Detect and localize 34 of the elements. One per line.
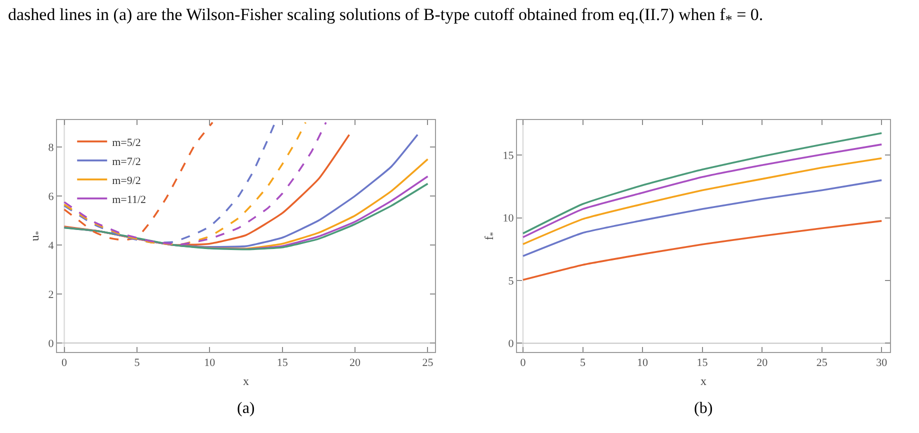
x-axis-title: x xyxy=(243,374,249,388)
y-tick-label: 5 xyxy=(508,275,514,288)
x-tick-label: 20 xyxy=(350,357,362,370)
legend-label: m=5/2 xyxy=(112,136,141,149)
text: (b) xyxy=(694,400,713,417)
x-tick-label: 5 xyxy=(580,357,586,370)
y-tick-label: 15 xyxy=(502,150,514,162)
y-tick-label: 10 xyxy=(502,212,514,225)
legend-label: m=9/2 xyxy=(112,174,141,187)
x-tick-label: 15 xyxy=(696,357,708,370)
x-tick-label: 20 xyxy=(756,357,768,370)
line-series xyxy=(522,157,883,246)
x-tick-label: 0 xyxy=(62,357,68,370)
x-tick-label: 10 xyxy=(637,357,649,370)
x-tick-label: 0 xyxy=(520,357,526,370)
y-tick-label: 2 xyxy=(48,288,54,301)
y-tick-label: 8 xyxy=(48,142,54,154)
legend-label: m=11/2 xyxy=(112,194,146,206)
x-tick-label: 25 xyxy=(816,357,828,370)
text: dashed lines in (a) are the Wilson-Fisher scaling solutions of B-type cutoff obtained from eq.(II.7) when f$_{*}$ = 0. xyxy=(8,4,764,30)
text: (a) xyxy=(237,400,255,417)
legend-label: m=7/2 xyxy=(112,156,141,168)
x-tick-label: 25 xyxy=(422,357,434,370)
line-series xyxy=(522,179,883,257)
line-series xyxy=(522,220,883,281)
y-tick-label: 0 xyxy=(48,338,54,350)
y-tick-label: 6 xyxy=(48,190,54,203)
x-axis-title: x xyxy=(700,374,706,388)
x-tick-label: 10 xyxy=(204,357,216,370)
x-tick-label: 30 xyxy=(876,357,888,370)
x-tick-label: 15 xyxy=(276,357,288,370)
y-tick-label: 4 xyxy=(48,240,54,252)
x-tick-label: 5 xyxy=(134,357,140,370)
y-tick-label: 0 xyxy=(508,338,514,350)
